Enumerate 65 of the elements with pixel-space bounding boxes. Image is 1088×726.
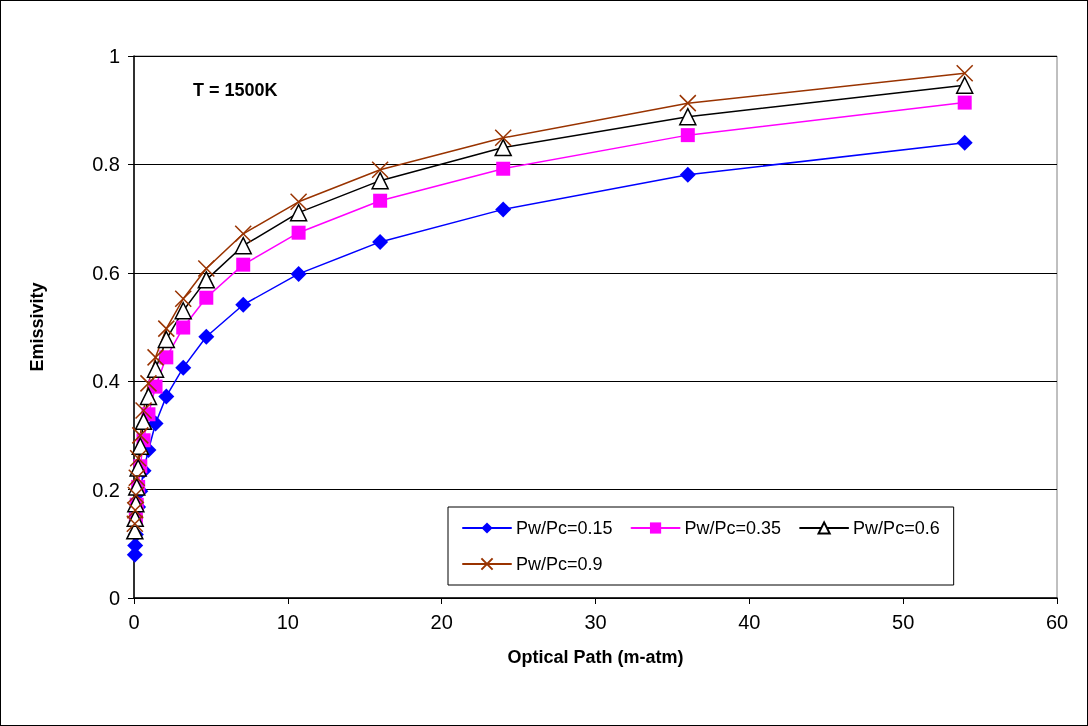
point bbox=[679, 166, 696, 183]
point bbox=[129, 449, 147, 467]
x-tick-label: 10 bbox=[276, 611, 299, 633]
point bbox=[174, 290, 192, 308]
point bbox=[134, 412, 153, 431]
point bbox=[131, 426, 150, 445]
point bbox=[289, 203, 308, 222]
point bbox=[955, 76, 974, 95]
point bbox=[494, 129, 512, 147]
point bbox=[372, 233, 389, 250]
x-tick-label: 30 bbox=[584, 611, 607, 633]
point bbox=[234, 236, 252, 255]
point bbox=[146, 360, 165, 379]
point bbox=[139, 374, 158, 393]
point bbox=[679, 94, 697, 112]
point bbox=[176, 320, 191, 335]
point bbox=[679, 107, 697, 126]
legend-label: Pw/Pc=0.9 bbox=[516, 554, 603, 574]
y-tick-label: 0.2 bbox=[92, 478, 120, 501]
point bbox=[139, 387, 158, 406]
point bbox=[158, 388, 175, 405]
point bbox=[234, 225, 252, 243]
y-tick-label: 0.8 bbox=[92, 153, 120, 176]
point bbox=[494, 138, 512, 157]
y-tick-label: 0.4 bbox=[92, 370, 120, 393]
y-tick-label: 0.6 bbox=[92, 261, 120, 284]
point bbox=[157, 330, 176, 349]
point bbox=[371, 171, 389, 190]
point bbox=[289, 193, 308, 211]
point bbox=[131, 437, 150, 455]
x-tick-label: 40 bbox=[738, 611, 761, 633]
point bbox=[174, 301, 192, 320]
legend-label: Pw/Pc=0.15 bbox=[516, 518, 613, 538]
legend-label: Pw/Pc=0.6 bbox=[853, 518, 940, 538]
point bbox=[496, 161, 511, 176]
x-tick-label: 20 bbox=[430, 611, 453, 633]
y-tick-label: 0 bbox=[108, 587, 120, 609]
y-axis-title: Emissivity bbox=[27, 282, 47, 372]
point bbox=[197, 271, 216, 289]
point bbox=[235, 296, 252, 313]
x-axis-title: Optical Path (m-atm) bbox=[507, 647, 684, 667]
point bbox=[157, 319, 176, 338]
point bbox=[373, 193, 388, 208]
x-tick-label: 50 bbox=[892, 611, 915, 633]
x-tick-label: 0 bbox=[128, 611, 140, 633]
point bbox=[175, 359, 192, 376]
point bbox=[199, 290, 214, 305]
y-tick-label: 1 bbox=[108, 45, 120, 67]
legend-label: Pw/Pc=0.35 bbox=[684, 518, 782, 538]
point bbox=[956, 134, 973, 151]
point bbox=[957, 95, 972, 110]
point bbox=[290, 265, 307, 282]
point bbox=[371, 161, 389, 179]
point bbox=[134, 401, 153, 420]
x-tick-label: 60 bbox=[1045, 611, 1069, 633]
point bbox=[159, 350, 174, 365]
point bbox=[495, 201, 512, 218]
point bbox=[291, 225, 306, 240]
annotation: T = 1500K bbox=[193, 80, 278, 100]
point bbox=[197, 259, 216, 278]
point bbox=[680, 128, 695, 143]
point bbox=[146, 348, 165, 367]
point bbox=[198, 328, 215, 345]
point bbox=[955, 64, 974, 83]
point bbox=[236, 257, 251, 272]
